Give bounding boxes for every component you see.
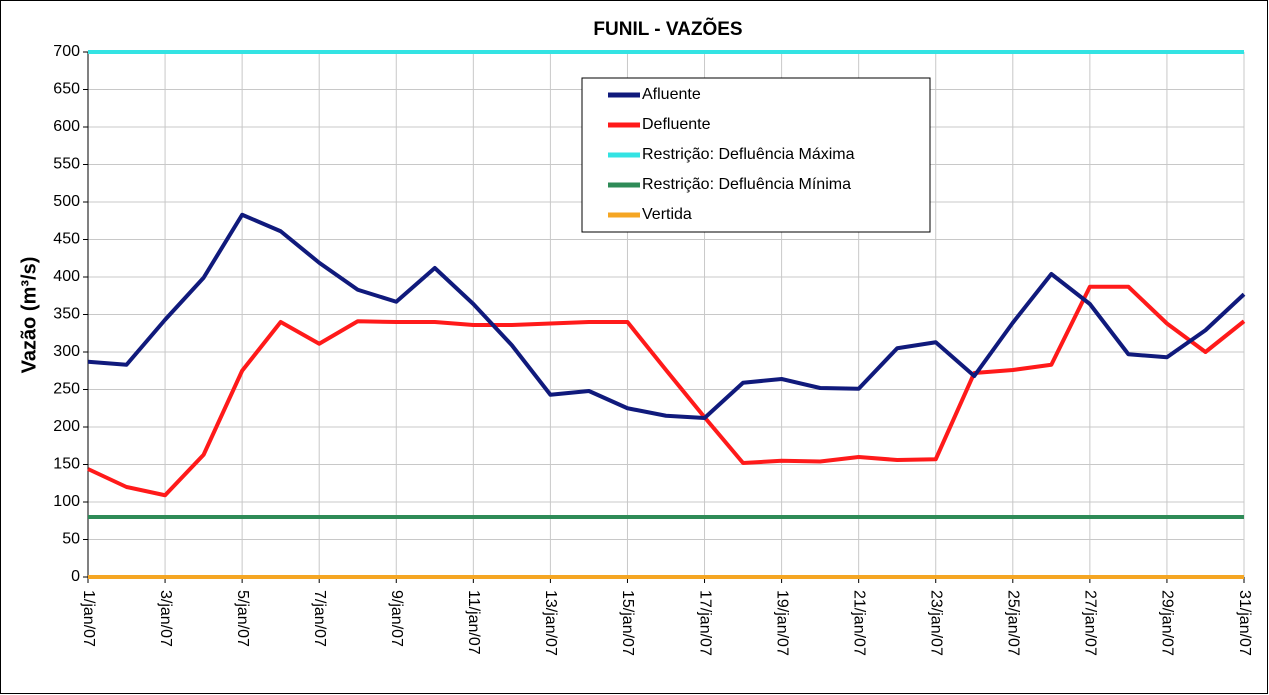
legend-label: Restrição: Defluência Máxima xyxy=(642,146,855,163)
series-line xyxy=(87,212,1246,420)
x-tick-label: 25/jan/07 xyxy=(1005,590,1022,656)
x-tick-label: 27/jan/07 xyxy=(1082,590,1099,656)
y-tick-label: 350 xyxy=(53,306,80,323)
legend-label: Defluente xyxy=(642,116,711,133)
y-tick-label: 600 xyxy=(53,118,80,135)
y-tick-label: 300 xyxy=(53,343,80,360)
x-tick-label: 3/jan/07 xyxy=(157,590,174,647)
x-tick-label: 7/jan/07 xyxy=(311,590,328,647)
x-tick-label: 15/jan/07 xyxy=(619,590,636,656)
x-tick-label: 11/jan/07 xyxy=(465,590,482,655)
x-tick-label: 13/jan/07 xyxy=(542,590,559,656)
legend-label: Restrição: Defluência Mínima xyxy=(642,176,851,193)
y-tick-label: 150 xyxy=(53,456,80,473)
y-tick-label: 250 xyxy=(53,381,80,398)
y-tick-label: 700 xyxy=(53,43,80,60)
y-axis-label: Vazão (m³/s) xyxy=(18,257,40,374)
x-tick-label: 21/jan/07 xyxy=(850,590,867,656)
chart-title: FUNIL - VAZÕES xyxy=(593,18,742,40)
y-tick-label: 650 xyxy=(53,81,80,98)
x-tick-label: 31/jan/07 xyxy=(1236,590,1253,656)
y-tick-label: 500 xyxy=(53,193,80,210)
x-tick-label: 19/jan/07 xyxy=(773,590,790,656)
x-tick-label: 23/jan/07 xyxy=(927,590,944,656)
series-line xyxy=(87,284,1246,498)
y-tick-label: 450 xyxy=(53,231,80,248)
x-tick-label: 9/jan/07 xyxy=(388,590,405,647)
x-tick-label: 17/jan/07 xyxy=(696,590,713,656)
y-tick-label: 50 xyxy=(62,531,80,548)
x-tick-label: 1/jan/07 xyxy=(80,590,97,647)
x-tick-label: 29/jan/07 xyxy=(1159,590,1176,656)
legend-label: Vertida xyxy=(642,206,692,223)
x-tick-label: 5/jan/07 xyxy=(234,590,251,647)
y-tick-label: 0 xyxy=(71,568,80,585)
y-tick-label: 100 xyxy=(53,493,80,510)
y-tick-label: 400 xyxy=(53,268,80,285)
y-tick-label: 200 xyxy=(53,418,80,435)
legend-label: Afluente xyxy=(642,86,701,103)
y-tick-label: 550 xyxy=(53,156,80,173)
